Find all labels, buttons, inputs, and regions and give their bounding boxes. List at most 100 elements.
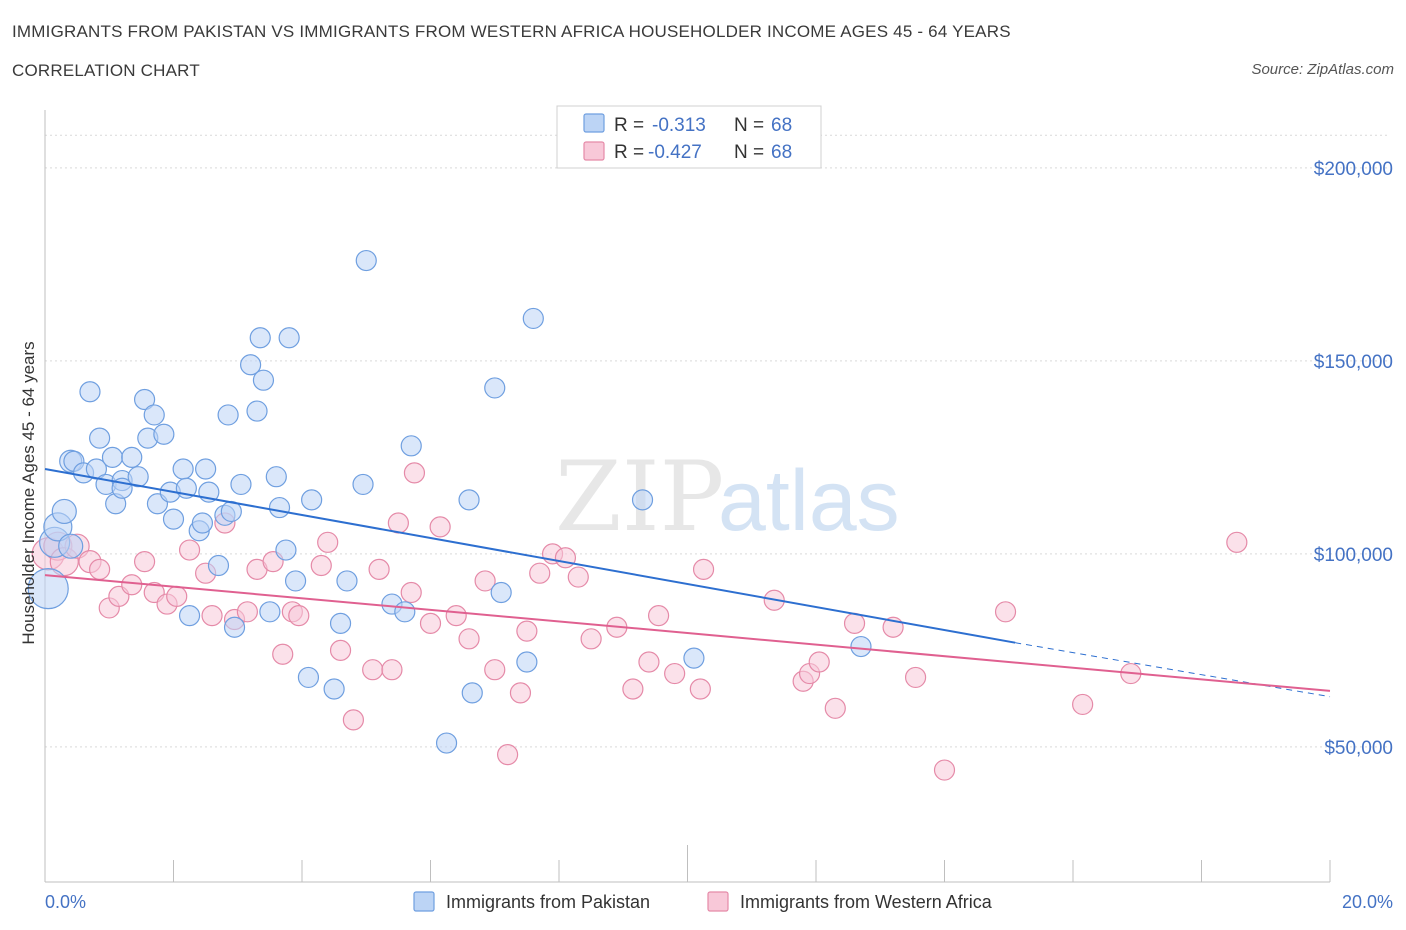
wafrica-point: [933, 759, 956, 781]
grid: $50,000 $100,000 $150,000 $200,000: [45, 134, 1393, 759]
legend-n-label-wafrica: N =: [734, 142, 764, 163]
wafrica-point: [368, 558, 390, 580]
wafrica-point: [310, 554, 332, 577]
wafrica-point: [403, 462, 426, 484]
legend-r-label-wafrica: R =: [614, 142, 644, 163]
wafrica-point: [236, 601, 258, 623]
y-tick-label: $100,000: [1314, 545, 1393, 566]
wafrica-point: [288, 605, 310, 627]
wafrica-point: [317, 531, 339, 553]
wafrica-point: [362, 659, 384, 681]
legend-n-value-pakistan: 68: [771, 115, 792, 136]
wafrica-point: [429, 516, 451, 538]
wafrica-point: [509, 682, 532, 704]
trend-line-pakistan-extension: [1015, 642, 1331, 698]
wafrica-point: [994, 601, 1017, 623]
wafrica-point: [89, 558, 111, 580]
x-tick-label: 20.0%: [1342, 892, 1393, 912]
wafrica-point: [121, 574, 143, 596]
wafrica-point: [808, 651, 830, 673]
wafrica-point: [664, 662, 686, 685]
pakistan-point: [301, 489, 323, 511]
legend-r-value-pakistan: -0.313: [652, 115, 706, 136]
wafrica-point: [166, 585, 188, 607]
legend-n-label-pakistan: N =: [734, 115, 764, 136]
wafrica-point: [554, 547, 577, 569]
y-axis-title: Householder Income Ages 45 - 64 years: [19, 341, 38, 644]
series-pakistan-points: [27, 249, 872, 754]
pakistan-point: [355, 249, 377, 272]
bottom-legend-swatch-pakistan: [413, 891, 435, 912]
pakistan-point: [240, 354, 262, 376]
source-credit: Source: ZipAtlas.com: [1251, 61, 1394, 78]
pakistan-point: [191, 512, 214, 534]
legend-swatch-wafrica: [583, 141, 605, 161]
pakistan-point: [162, 508, 185, 530]
wafrica-point: [497, 744, 519, 766]
bottom-legend-label-pakistan: Immigrants from Pakistan: [446, 892, 650, 912]
wafrica-point: [381, 659, 403, 681]
pakistan-point: [195, 458, 217, 480]
chart-title: IMMIGRANTS FROM PAKISTAN VS IMMIGRANTS F…: [12, 22, 1011, 41]
pakistan-point: [133, 388, 156, 411]
pakistan-point: [51, 498, 77, 525]
pakistan-point: [127, 466, 149, 488]
pakistan-point: [259, 601, 281, 623]
y-tick-label: $50,000: [1324, 738, 1393, 759]
trend-line-wafrica: [44, 574, 1331, 692]
pakistan-point: [516, 651, 538, 673]
wafrica-point: [1226, 531, 1248, 553]
pakistan-point: [400, 435, 422, 457]
wafrica-point: [689, 678, 711, 700]
pakistan-point: [461, 682, 483, 704]
pakistan-point: [89, 427, 111, 449]
pakistan-point: [435, 732, 458, 754]
pakistan-point: [284, 570, 307, 592]
legend-swatch-pakistan: [583, 113, 605, 133]
pakistan-point: [458, 489, 480, 511]
wafrica-point: [638, 651, 660, 673]
pakistan-point: [207, 554, 230, 577]
trend-line-pakistan: [44, 467, 1016, 644]
wafrica-point: [342, 709, 364, 731]
pakistan-point: [230, 473, 252, 496]
pakistan-point: [172, 458, 194, 480]
pakistan-point: [278, 327, 300, 349]
wafrica-point: [272, 643, 294, 665]
pakistan-point: [484, 377, 506, 399]
pakistan-point: [252, 369, 275, 391]
wafrica-point: [567, 566, 589, 588]
wafrica-point: [647, 605, 670, 627]
pakistan-point: [352, 473, 374, 496]
watermark: ZIP atlas: [555, 441, 900, 553]
wafrica-point: [201, 605, 223, 627]
bottom-legend-label-wafrica: Immigrants from Western Africa: [740, 892, 993, 912]
bottom-legend-swatch-wafrica: [707, 891, 729, 912]
pakistan-point: [265, 466, 287, 488]
watermark-atlas: atlas: [718, 453, 900, 549]
pakistan-point: [246, 400, 268, 422]
pakistan-point: [268, 496, 291, 519]
legend-n-value-wafrica: 68: [771, 142, 792, 163]
axes: 0.0% 20.0%: [44, 110, 1393, 912]
pakistan-point: [217, 404, 239, 426]
pakistan-point: [329, 612, 352, 634]
wafrica-point: [580, 628, 602, 650]
pakistan-point: [336, 570, 358, 592]
pakistan-point: [58, 533, 84, 559]
pakistan-point: [121, 446, 143, 468]
pakistan-point: [490, 581, 512, 604]
chart-subtitle: CORRELATION CHART: [12, 61, 200, 80]
pakistan-point: [297, 666, 320, 689]
wafrica-point: [904, 666, 927, 689]
legend-r-value-wafrica: -0.427: [648, 142, 702, 163]
y-tick-label: $200,000: [1314, 159, 1393, 180]
pakistan-point: [153, 423, 175, 445]
pakistan-point: [394, 601, 416, 623]
wafrica-point: [458, 628, 480, 650]
wafrica-point: [529, 562, 551, 584]
wafrica-point: [843, 612, 866, 634]
trend-lines: [44, 467, 1331, 698]
bottom-legend: Immigrants from Pakistan Immigrants from…: [413, 891, 993, 912]
